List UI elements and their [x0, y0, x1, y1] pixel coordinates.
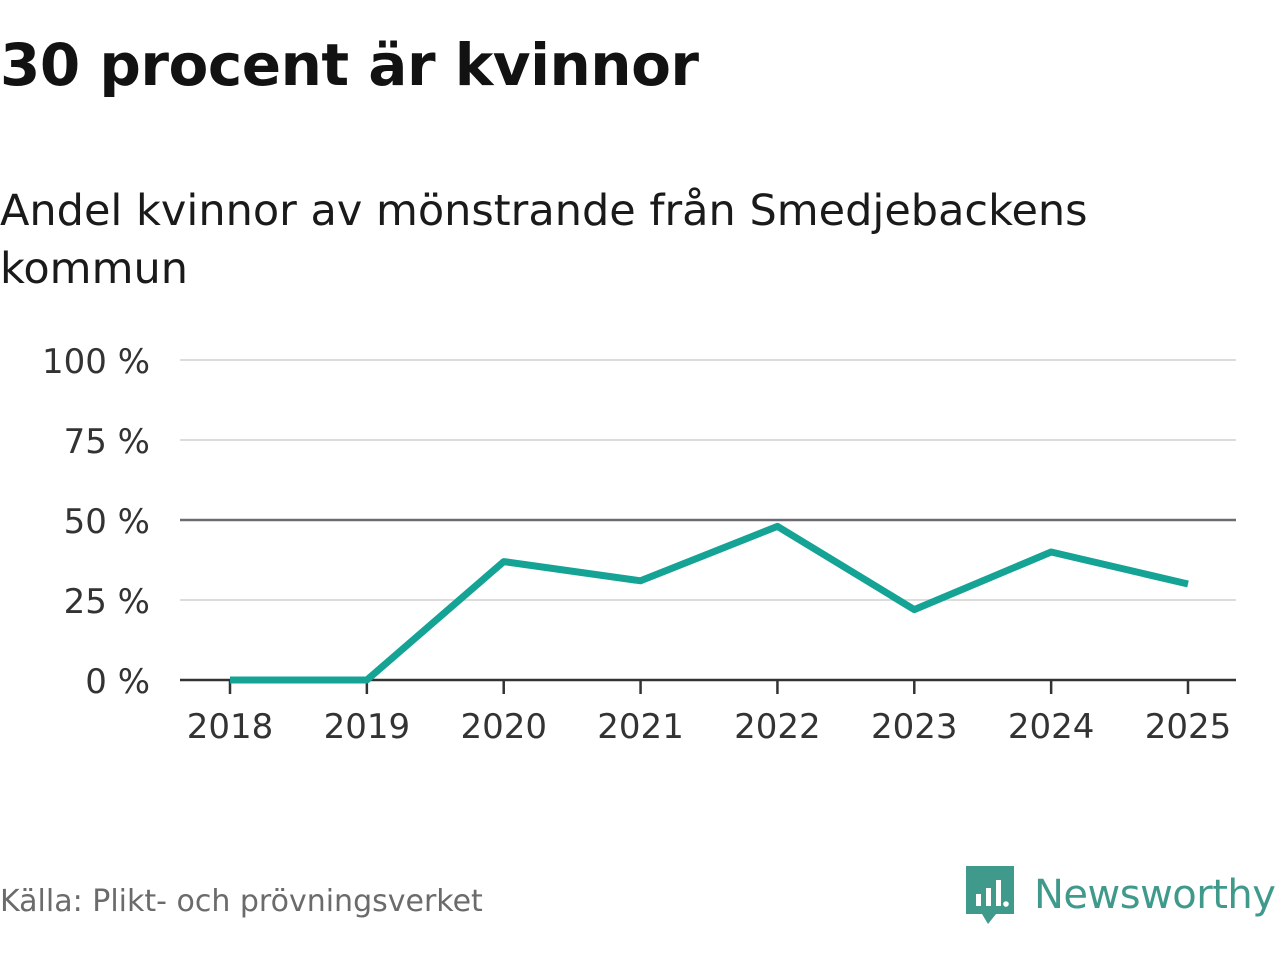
x-tick-label: 2024 [1008, 707, 1095, 747]
source-note: Källa: Plikt- och prövningsverket [0, 884, 483, 919]
x-tick-label: 2020 [460, 707, 547, 747]
newsworthy-logo-icon [966, 866, 1014, 924]
y-tick-label: 100 % [42, 342, 150, 382]
x-tick-label: 2025 [1145, 707, 1232, 747]
data-line [230, 522, 1189, 684]
y-tick-label: 75 % [64, 422, 150, 462]
x-tick-label: 2022 [734, 707, 821, 747]
x-tick-label: 2023 [871, 707, 958, 747]
brand-name: Newsworthy [1034, 872, 1276, 918]
y-tick-label: 0 % [85, 662, 150, 702]
x-tick-label: 2018 [187, 707, 274, 747]
y-tick-label: 25 % [64, 582, 150, 622]
x-tick-label: 2019 [324, 707, 411, 747]
line-chart: 0 % 25 % 50 % 75 % 100 % 2018 2019 2020 2021 2022… [42, 342, 1236, 747]
y-tick-label: 50 % [64, 502, 150, 542]
x-tick-label: 2021 [597, 707, 684, 747]
chart-title: 30 procent är kvinnor [0, 31, 699, 99]
brand-logo: Newsworthy [964, 864, 1276, 926]
chart-subtitle: Andel kvinnor av mönstrande från Smedjeb… [0, 186, 1088, 294]
